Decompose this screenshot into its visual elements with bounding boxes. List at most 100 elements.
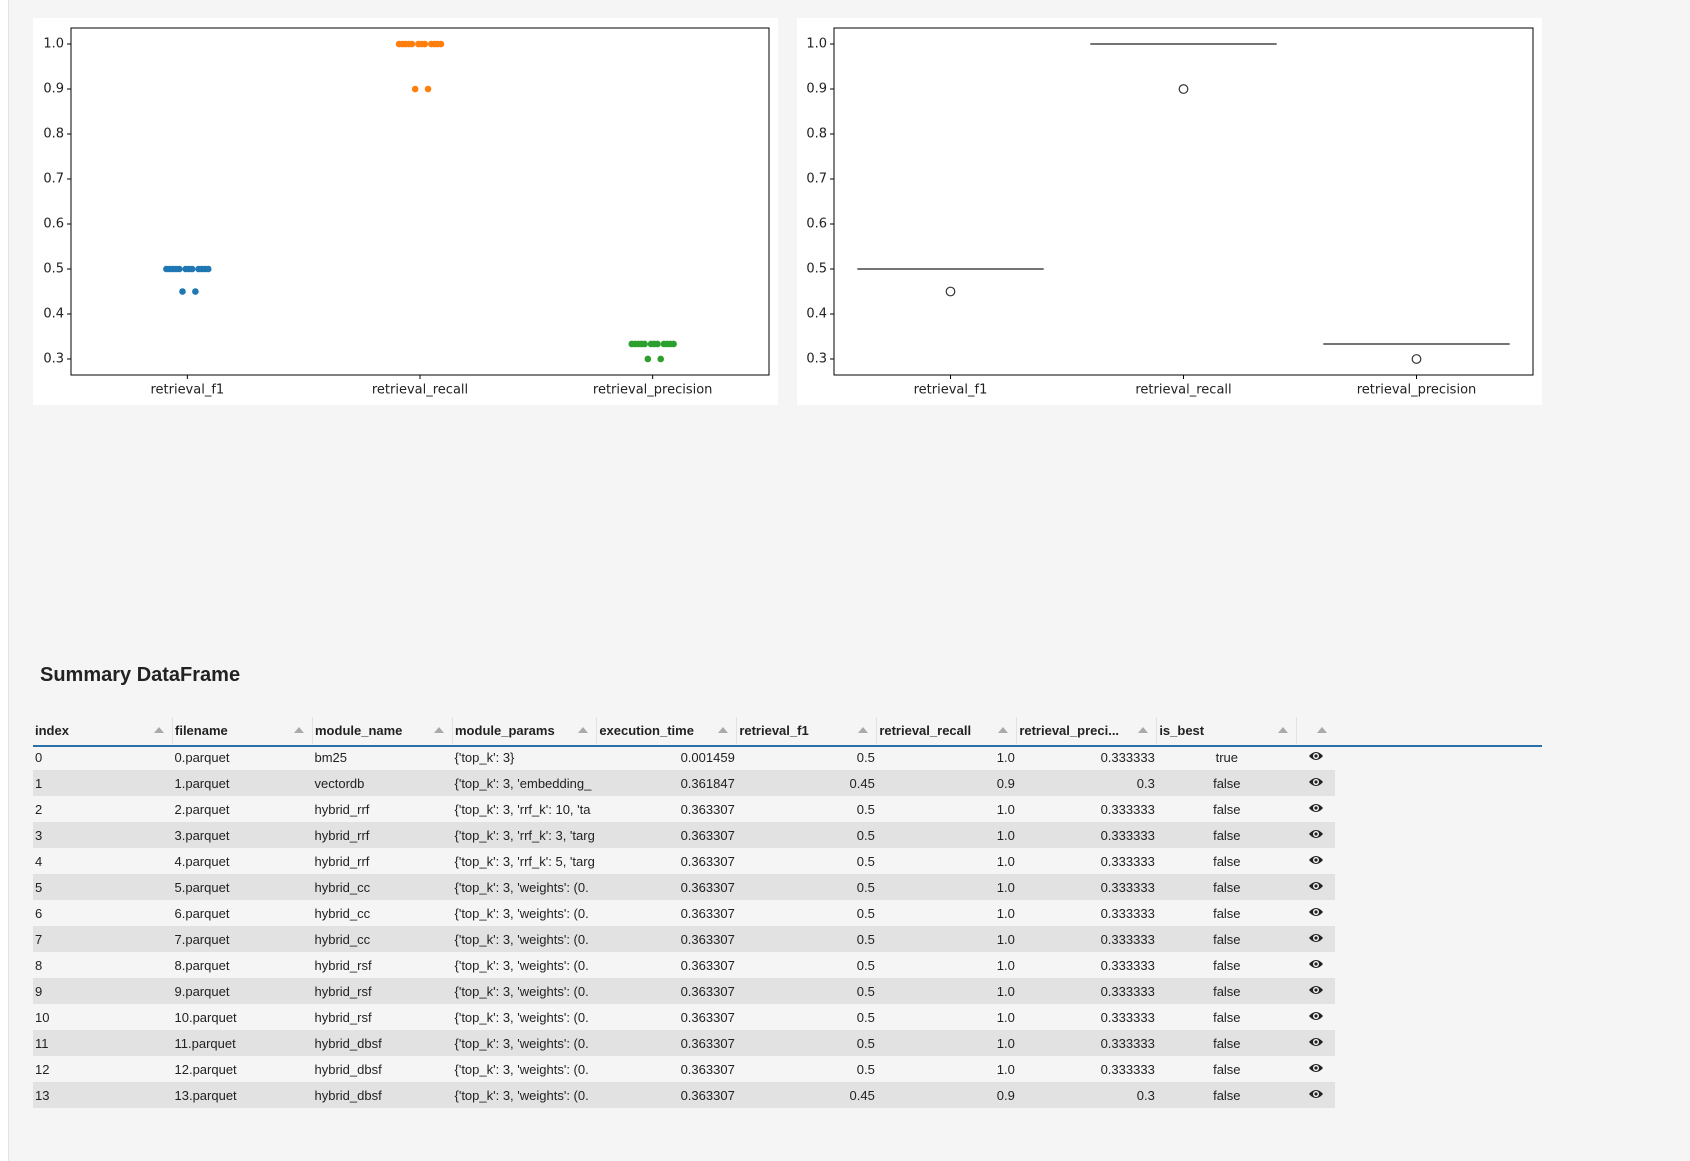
table-row: 11 11.parquet hybrid_dbsf {'top_k': 3, 'wei…	[33, 1030, 1336, 1056]
eye-icon[interactable]	[1308, 1010, 1324, 1022]
sort-arrow	[718, 727, 729, 733]
column-header[interactable]	[1297, 717, 1336, 744]
view-cell[interactable]	[1296, 822, 1336, 848]
strip-point	[657, 355, 665, 363]
table-cell: 0.9	[876, 1082, 1017, 1108]
view-cell[interactable]	[1297, 1004, 1336, 1030]
y-tick-label: 0.9	[43, 82, 64, 97]
table-cell: hybrid_dbsf	[312, 1082, 453, 1108]
eye-icon[interactable]	[1308, 1088, 1324, 1100]
table-cell: 3.parquet	[172, 822, 313, 848]
table-cell: hybrid_rsf	[312, 978, 453, 1004]
table-cell: 0.363307	[680, 853, 735, 869]
view-cell[interactable]	[1297, 796, 1336, 822]
column-header[interactable]: execution_time	[596, 717, 738, 744]
eye-icon[interactable]	[1308, 750, 1324, 762]
table-cell: 5	[33, 874, 173, 900]
view-cell[interactable]	[1296, 874, 1336, 900]
x-tick-label: retrieval_recall	[372, 383, 468, 398]
view-cell[interactable]	[1296, 978, 1336, 1004]
sort-arrow	[998, 727, 1009, 733]
column-header[interactable]: retrieval_recall	[876, 717, 1018, 744]
view-cell[interactable]	[1296, 1082, 1336, 1108]
view-cell[interactable]	[1297, 952, 1336, 978]
table-row: 2 2.parquet hybrid_rrf {'top_k': 3, 'rrf_k'…	[33, 796, 1335, 822]
table-cell: false	[1156, 874, 1297, 900]
eye-icon[interactable]	[1308, 1062, 1324, 1074]
eye-icon[interactable]	[1308, 1036, 1324, 1048]
view-cell[interactable]	[1297, 744, 1336, 770]
table-cell: 0.363307	[596, 978, 737, 1004]
y-tick-label: 1.0	[806, 37, 827, 52]
strip-point	[175, 265, 183, 273]
strip-point	[411, 85, 419, 93]
table-cell: 0.45	[736, 770, 877, 796]
table-cell: 0.parquet	[174, 749, 230, 765]
column-header[interactable]: module_name	[312, 717, 453, 744]
table-cell: hybrid_cc	[312, 874, 453, 900]
table-cell: 0.5	[736, 978, 877, 1004]
table-cell: 0.45	[736, 1082, 877, 1108]
column-header[interactable]: retrieval_preci...	[1016, 717, 1158, 744]
table-cell: 12	[35, 1061, 50, 1077]
outlier	[945, 286, 956, 297]
column-header[interactable]: module_params	[452, 717, 598, 744]
column-header[interactable]: index	[33, 717, 173, 744]
y-tick-label: 0.5	[806, 261, 827, 276]
table-row: 6 6.parquet hybrid_cc {'top_k': 3, 'weights…	[33, 900, 1335, 926]
table-cell: 1.parquet	[172, 770, 313, 796]
table-cell: 0.333333	[1100, 957, 1155, 973]
view-cell[interactable]	[1296, 770, 1336, 796]
view-cell[interactable]	[1297, 848, 1336, 874]
table-cell: 8	[35, 957, 43, 973]
y-tick-label: 0.8	[806, 127, 827, 142]
eye-icon[interactable]	[1308, 854, 1324, 866]
table-cell: 1.0	[996, 801, 1015, 817]
y-tick-label: 0.4	[806, 306, 827, 321]
table-cell: 0.333333	[1100, 1061, 1155, 1077]
table-cell: 1.0	[996, 853, 1015, 869]
table-cell: hybrid_rrf	[314, 853, 370, 869]
y-tick-label: 0.3	[43, 351, 64, 366]
table-row: 5 5.parquet hybrid_cc {'top_k': 3, 'weights…	[33, 874, 1336, 900]
eye-icon[interactable]	[1308, 906, 1324, 918]
table-cell: false	[1213, 801, 1241, 817]
table-cell: 0.9	[876, 770, 1017, 796]
view-cell[interactable]	[1296, 926, 1336, 952]
view-cell[interactable]	[1297, 1056, 1336, 1082]
table-cell: 0.363307	[596, 1082, 737, 1108]
outlier	[1178, 84, 1189, 94]
table-cell: 7.parquet	[172, 926, 313, 952]
eye-icon[interactable]	[1308, 776, 1324, 788]
column-header[interactable]: is_best	[1156, 717, 1298, 744]
table-cell: false	[1156, 926, 1297, 952]
eye-icon[interactable]	[1308, 984, 1324, 996]
view-cell[interactable]	[1297, 900, 1336, 926]
column-header[interactable]: filename	[172, 717, 313, 744]
table-cell: {'top_k': 3, 'embedding_	[452, 770, 597, 796]
axes-frame	[833, 27, 1534, 376]
table-cell: 0.333333	[1100, 749, 1155, 765]
strip-point	[641, 340, 648, 348]
table-row: 0 0.parquet bm25 {'top_k': 3} 0.001459 0.5 1.0…	[33, 744, 1335, 770]
table-cell: 4.parquet	[174, 853, 230, 869]
column-header[interactable]: retrieval_f1	[736, 717, 878, 744]
table-cell: 0.3	[1016, 770, 1157, 796]
table-cell: 0.363307	[680, 957, 735, 973]
eye-icon[interactable]	[1308, 958, 1324, 970]
table-cell: 9	[33, 978, 173, 1004]
column-label: retrieval_f1	[739, 723, 809, 738]
table-row: 9 9.parquet hybrid_rsf {'top_k': 3, 'weight…	[33, 978, 1336, 1004]
table-cell: hybrid_rsf	[314, 957, 372, 973]
table-cell: 10.parquet	[174, 1009, 237, 1025]
view-cell[interactable]	[1296, 1030, 1336, 1056]
strip-point	[408, 40, 416, 48]
eye-icon[interactable]	[1308, 802, 1324, 814]
table-cell: 1.0	[876, 926, 1017, 952]
eye-icon[interactable]	[1308, 932, 1324, 944]
table-cell: 0.5	[736, 926, 877, 952]
eye-icon[interactable]	[1308, 880, 1324, 892]
eye-icon[interactable]	[1308, 828, 1324, 840]
table-cell: {'top_k': 3, 'weights': (0.	[454, 905, 589, 921]
